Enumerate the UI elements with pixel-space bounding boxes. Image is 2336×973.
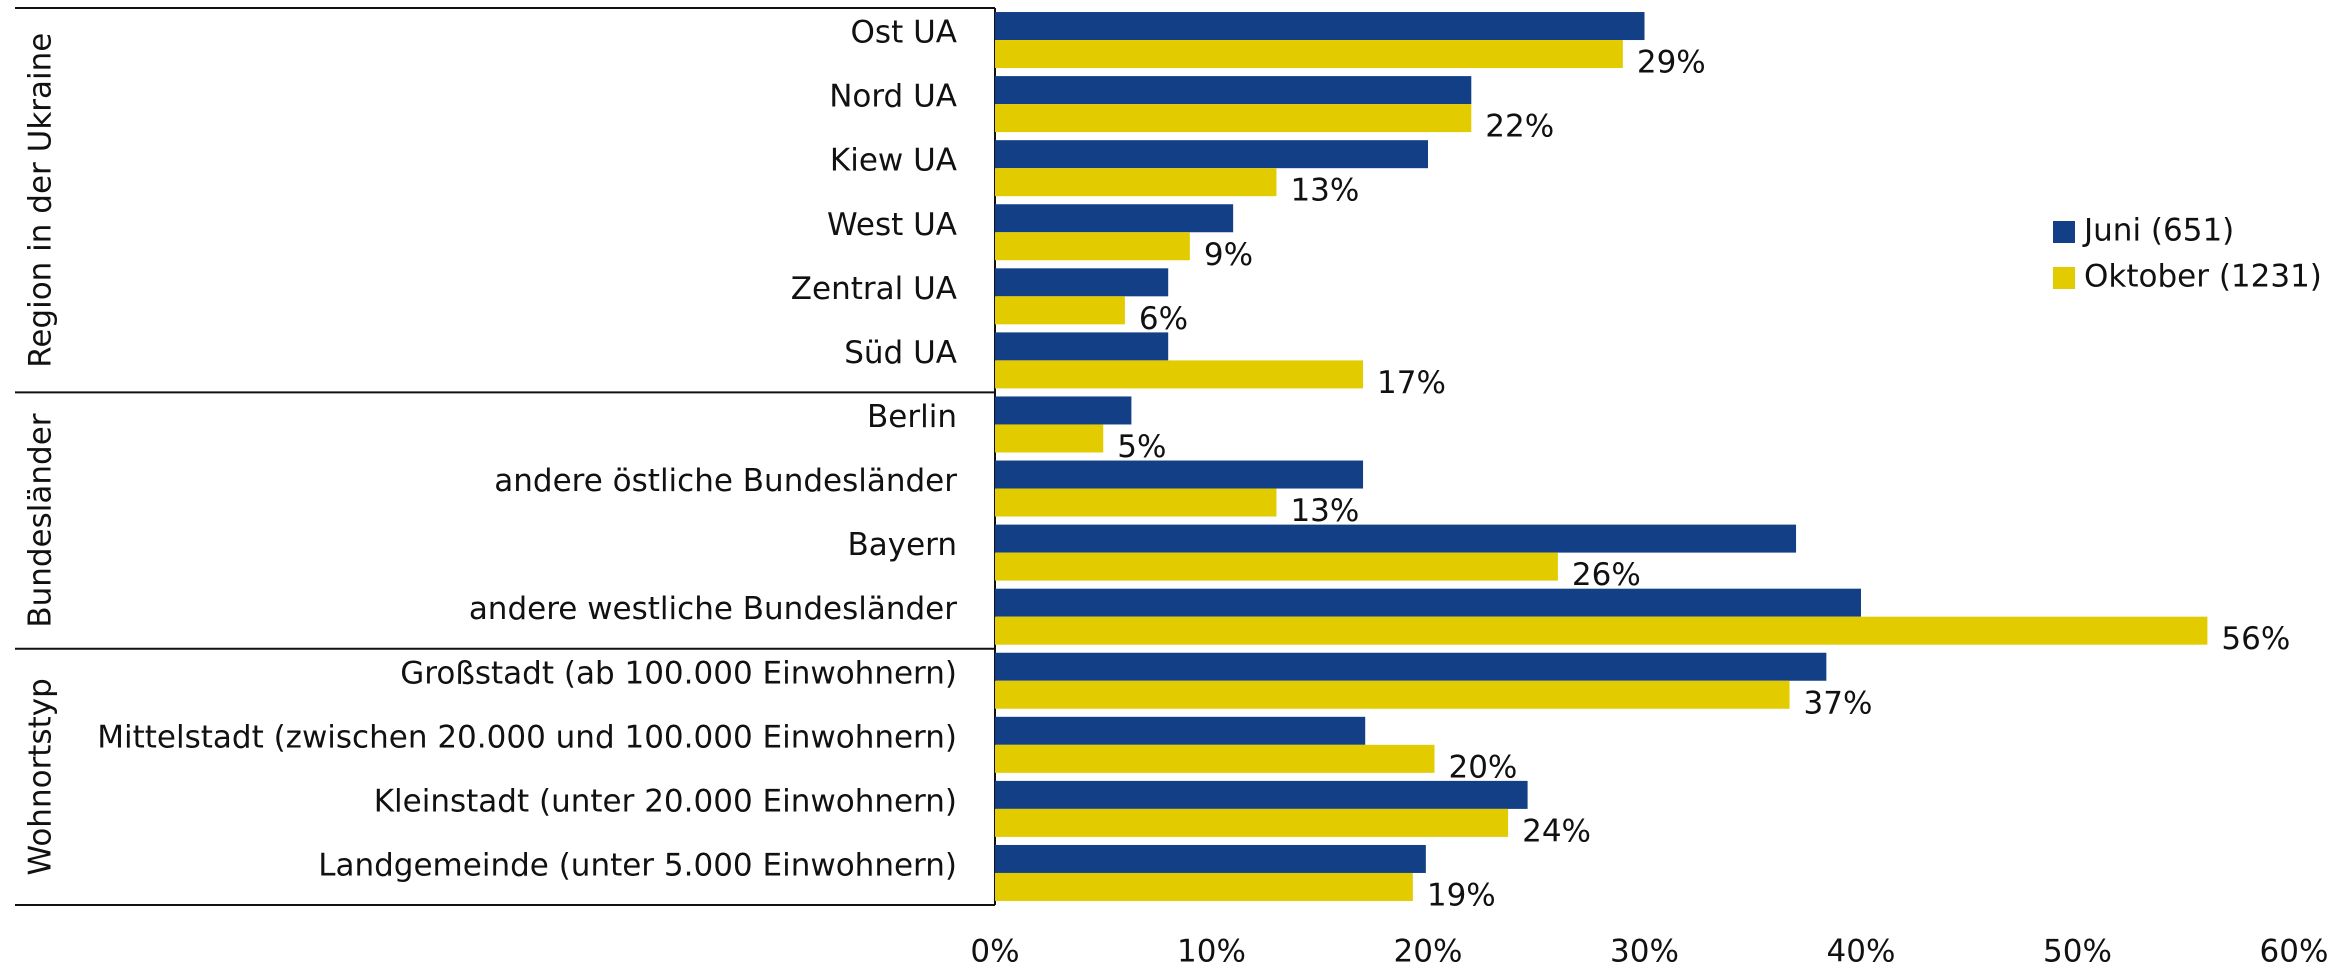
x-tick-label: 50% — [2043, 934, 2112, 970]
bar — [995, 780, 1528, 809]
bar — [995, 104, 1472, 133]
bar — [995, 332, 1169, 361]
value-label: 26% — [1572, 557, 1641, 593]
bar — [995, 872, 1413, 901]
category-label: andere östliche Bundesländer — [494, 463, 957, 499]
legend-swatch — [2053, 221, 2075, 243]
bar — [995, 460, 1364, 489]
group-label: Wohnortstyp — [23, 678, 59, 875]
category-label: Großstadt (ab 100.000 Einwohnern) — [400, 655, 957, 691]
x-tick-label: 30% — [1610, 934, 1679, 970]
x-tick-label: 0% — [970, 934, 1019, 970]
bar — [995, 12, 1645, 41]
bar — [995, 76, 1472, 105]
value-label: 22% — [1485, 109, 1554, 145]
value-label: 37% — [1804, 685, 1873, 721]
category-label: Süd UA — [844, 335, 957, 371]
x-tick-label: 20% — [1394, 934, 1463, 970]
category-label: Bayern — [847, 527, 957, 563]
bar — [995, 616, 2208, 645]
value-label: 24% — [1522, 813, 1591, 849]
category-label: Berlin — [867, 399, 957, 435]
category-label: Kiew UA — [830, 143, 957, 179]
value-label: 13% — [1290, 493, 1359, 529]
category-label: Ost UA — [851, 15, 957, 51]
bar — [995, 588, 1861, 617]
category-label: andere westliche Bundesländer — [469, 591, 957, 627]
bar — [995, 204, 1234, 233]
value-label: 20% — [1448, 749, 1517, 785]
bar — [995, 296, 1125, 325]
legend-swatch — [2053, 267, 2075, 289]
x-tick-label: 60% — [2260, 934, 2329, 970]
x-tick-label: 10% — [1177, 934, 1246, 970]
bar — [995, 40, 1623, 69]
bar — [995, 844, 1426, 873]
bar — [995, 524, 1797, 553]
category-label: Landgemeinde (unter 5.000 Einwohnern) — [318, 847, 957, 883]
legend-label: Oktober (1231) — [2084, 259, 2322, 295]
bar — [995, 360, 1364, 389]
category-label: Zentral UA — [791, 271, 957, 307]
category-label: West UA — [827, 207, 957, 243]
bar — [995, 744, 1435, 773]
value-label: 6% — [1139, 301, 1188, 337]
value-label: 56% — [2221, 621, 2290, 657]
bar — [995, 552, 1558, 581]
bar — [995, 424, 1104, 453]
category-label: Kleinstadt (unter 20.000 Einwohnern) — [374, 783, 957, 819]
bar — [995, 808, 1509, 837]
bar — [995, 716, 1366, 745]
bar — [995, 268, 1169, 297]
bar — [995, 168, 1277, 197]
value-label: 17% — [1377, 365, 1446, 401]
value-label: 29% — [1637, 45, 1706, 81]
bar — [995, 140, 1428, 169]
value-label: 19% — [1427, 877, 1496, 913]
bar — [995, 680, 1790, 709]
bar — [995, 396, 1132, 425]
value-label: 9% — [1204, 237, 1253, 273]
legend-label: Juni (651) — [2082, 213, 2234, 249]
bar — [995, 232, 1190, 261]
bar — [995, 652, 1827, 681]
category-label: Nord UA — [829, 79, 957, 115]
value-label: 5% — [1117, 429, 1166, 465]
group-label: Bundesländer — [23, 413, 59, 627]
bar — [995, 488, 1277, 517]
x-tick-label: 40% — [1827, 934, 1896, 970]
value-label: 13% — [1290, 173, 1359, 209]
group-label: Region in der Ukraine — [23, 33, 59, 368]
category-label: Mittelstadt (zwischen 20.000 und 100.000… — [97, 719, 957, 755]
